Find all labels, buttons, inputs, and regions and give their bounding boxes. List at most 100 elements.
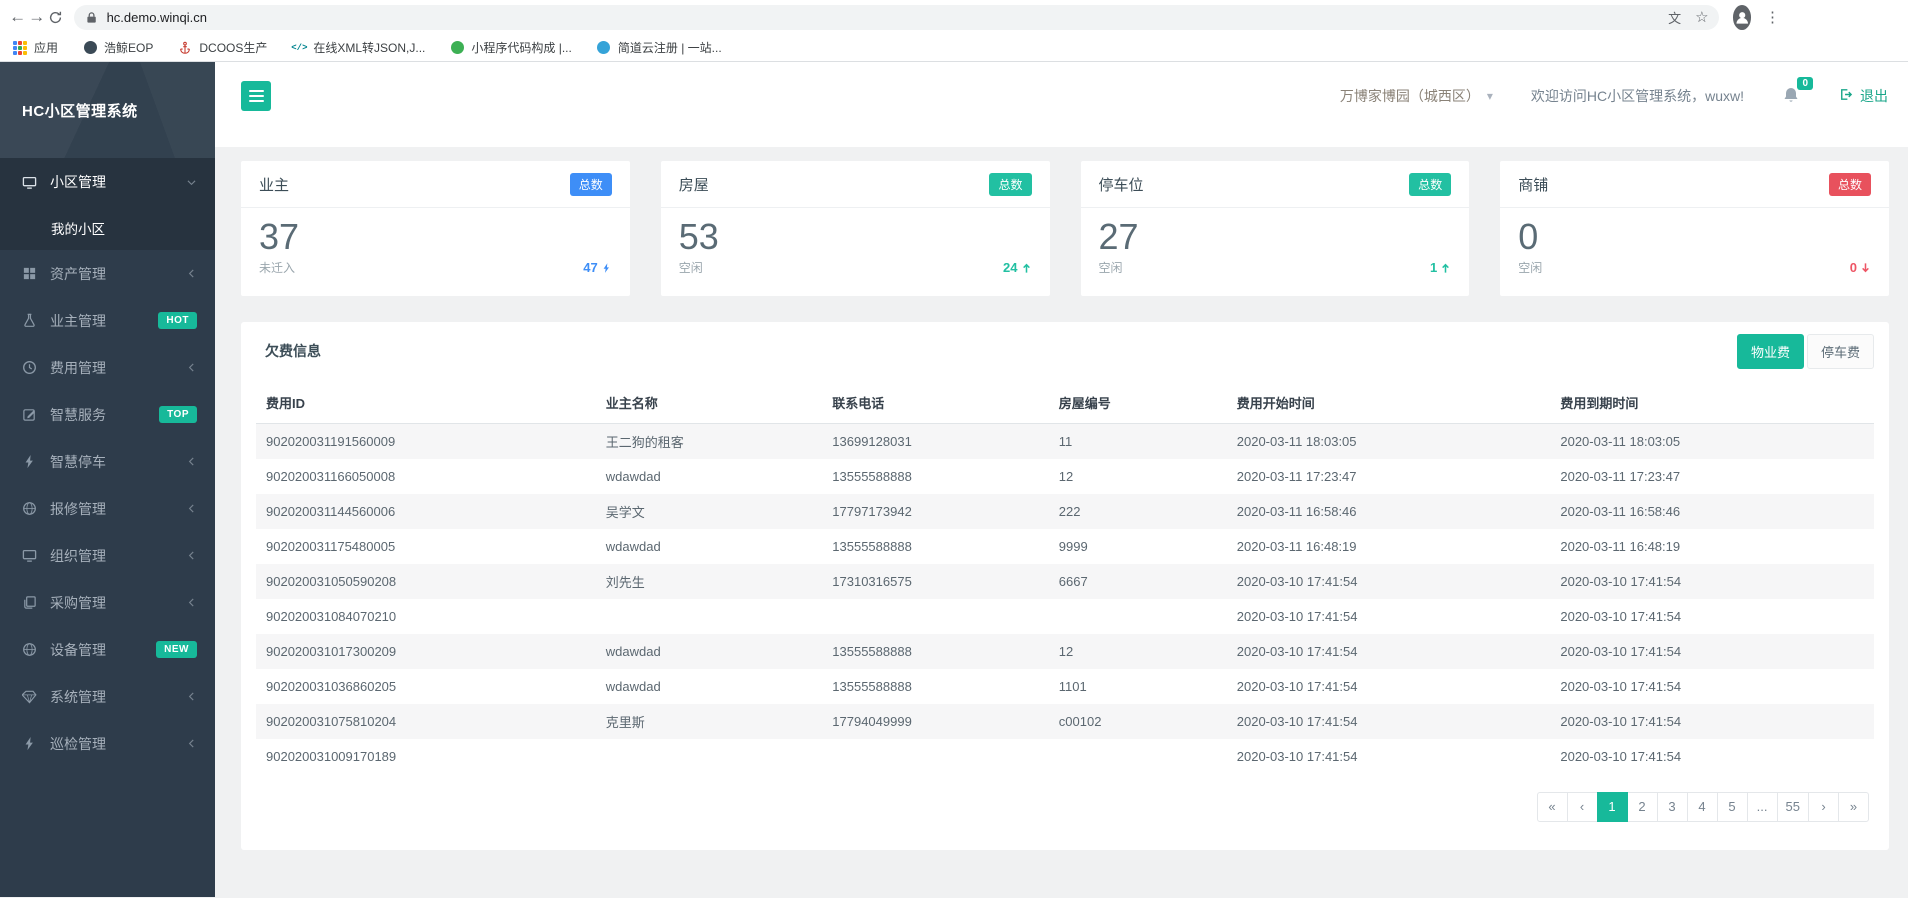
table-row: 902020031009170189 2020-03-10 17:41:54 202… [256, 739, 1874, 774]
card-title: 房屋 [678, 176, 709, 194]
arrow-up-icon [1440, 262, 1451, 274]
card-total-badge: 总数 [989, 172, 1032, 196]
page-button[interactable]: 2 [1626, 791, 1658, 822]
sidebar-item-owner[interactable]: 业主管理 HOT [0, 297, 215, 344]
logout-label: 退出 [1860, 87, 1888, 104]
sidebar-item-label: 系统管理 [50, 688, 106, 705]
table-cell: 刘先生 [605, 574, 645, 590]
table-cell: 2020-03-10 17:41:54 [1236, 678, 1358, 694]
page-button[interactable]: ‹ [1566, 791, 1598, 822]
card-sub-label: 未迁入 [259, 261, 296, 276]
bookmark-jiandaoyun[interactable]: 简道云注册 | 一站... [596, 39, 722, 56]
chevron-left-icon [186, 503, 197, 514]
table-cell: 902020031191560009 [266, 433, 396, 449]
chevron-down-icon: ▾ [1486, 88, 1493, 103]
table-row: 902020031144560006 吴学文 17797173942 222 2020-… [256, 493, 1874, 529]
stat-cards: 业主 总数 37 未迁入 47 房屋 总数 53 空闲 24 停车位 总数 27 空闲 1 商铺 总数 0 空闲 0 [241, 161, 1889, 296]
sidebar-subitem-my-community[interactable]: 我的小区 [51, 222, 105, 237]
page-button[interactable]: 55 [1776, 791, 1809, 822]
page-button[interactable]: « [1536, 791, 1568, 822]
table-cell: 902020031036860205 [266, 678, 397, 694]
card-title: 商铺 [1518, 176, 1549, 194]
table-cell [822, 739, 1049, 774]
chevron-left-icon [186, 597, 197, 608]
logout-button[interactable]: 退出 [1838, 86, 1888, 106]
sidebar-item-system[interactable]: 系统管理 [0, 673, 215, 720]
sidebar-item-label: 智慧停车 [50, 453, 106, 470]
table-cell: 902020031017300209 [266, 643, 397, 659]
table-cell: 2020-03-10 17:41:54 [1236, 748, 1358, 764]
browser-toolbar: ← → hc.demo.winqi.cn 文 ☆ ⋮ [0, 0, 1908, 34]
column-header: 费用到期时间 [1550, 382, 1874, 424]
table-cell: 2020-03-11 16:58:46 [1560, 503, 1681, 519]
sidebar-item-community[interactable]: 小区管理 [0, 158, 215, 206]
sidebar-item-repair[interactable]: 报修管理 [0, 485, 215, 532]
sidebar-item-inspection[interactable]: 巡检管理 [0, 720, 215, 767]
sidebar-item-organization[interactable]: 组织管理 [0, 532, 215, 579]
page-button[interactable]: 4 [1686, 791, 1718, 822]
sidebar-item-label: 采购管理 [50, 594, 106, 611]
sidebar-item-smart-parking[interactable]: 智慧停车 [0, 438, 215, 485]
bolt-icon [22, 736, 37, 751]
notifications-button[interactable]: 0 [1782, 76, 1813, 106]
sidebar-item-smart-service[interactable]: 智慧服务 TOP [0, 391, 215, 438]
table-cell: 902020031009170189 [266, 748, 397, 764]
table-cell [596, 599, 823, 634]
sidebar-toggle-button[interactable] [241, 80, 271, 111]
refresh-icon[interactable] [46, 4, 65, 30]
page-button[interactable]: » [1838, 791, 1869, 822]
page-button[interactable]: 3 [1656, 791, 1688, 822]
globe-icon [22, 642, 37, 657]
table-cell: 13555588888 [832, 468, 912, 484]
bookmark-apps[interactable]: 应用 [12, 39, 58, 56]
bolt-icon [22, 454, 37, 469]
table-cell: 2020-03-10 17:41:54 [1560, 713, 1682, 729]
bookmark-haojing-eop[interactable]: 浩鲸EOP [82, 39, 153, 56]
forward-icon[interactable]: → [28, 7, 46, 26]
bookmark-dcoos[interactable]: DCOOS生产 [177, 39, 267, 56]
table-cell: 2020-03-11 16:48:19 [1236, 538, 1357, 554]
logout-icon [1838, 87, 1853, 105]
community-selector[interactable]: 万博家博园（城西区） ▾ [1340, 86, 1493, 106]
table-cell: 11 [1058, 433, 1073, 449]
stat-card-houses: 房屋 总数 53 空闲 24 [660, 161, 1050, 296]
table-cell: wdawdad [605, 538, 661, 554]
translate-icon[interactable]: 文 [1668, 10, 1682, 26]
sidebar-item-procurement[interactable]: 采购管理 [0, 579, 215, 626]
gem-icon [22, 689, 37, 704]
bookmark-label: 小程序代码构成 |... [471, 41, 572, 55]
url-text: hc.demo.winqi.cn [106, 9, 208, 25]
page-button[interactable]: › [1808, 791, 1839, 822]
table-cell: 17794049999 [832, 713, 912, 729]
card-trend-number: 24 [1003, 260, 1018, 276]
address-bar[interactable]: hc.demo.winqi.cn 文 ☆ [73, 4, 1719, 30]
page-button[interactable]: ... [1746, 791, 1778, 822]
bookmark-miniprogram[interactable]: 小程序代码构成 |... [449, 39, 572, 56]
card-title: 停车位 [1098, 176, 1144, 194]
back-icon[interactable]: ← [9, 7, 27, 26]
bookmark-xml2json[interactable]: </> 在线XML转JSON,J... [291, 39, 425, 56]
browser-menu-icon[interactable]: ⋮ [1765, 9, 1781, 26]
table-cell: 2020-03-10 17:41:54 [1236, 643, 1358, 659]
page-button[interactable]: 5 [1716, 791, 1748, 822]
chevron-left-icon [186, 362, 197, 373]
green-dot-icon [449, 40, 465, 56]
sidebar-badge: HOT [158, 312, 197, 329]
bookmark-star-icon[interactable]: ☆ [1695, 9, 1709, 26]
table-row: 902020031050590208 刘先生 17310316575 6667 2020… [256, 563, 1874, 599]
table-cell: 13555588888 [832, 643, 912, 659]
stat-card-parking: 停车位 总数 27 空闲 1 [1080, 161, 1470, 296]
table-cell: 王二狗的租客 [605, 434, 684, 450]
page-button[interactable]: 1 [1596, 791, 1628, 822]
table-cell: 13555588888 [832, 538, 912, 554]
sidebar-item-asset[interactable]: 资产管理 [0, 250, 215, 297]
sidebar-item-equipment[interactable]: 设备管理 NEW [0, 626, 215, 673]
welcome-text: 欢迎访问HC小区管理系统，wuxw! [1530, 87, 1744, 104]
profile-avatar[interactable] [1732, 4, 1752, 30]
card-total-badge: 总数 [1409, 172, 1452, 196]
fee-type-button-parking-fee[interactable]: 停车费 [1806, 333, 1874, 369]
flask-icon [22, 313, 37, 328]
sidebar-item-fee[interactable]: 费用管理 [0, 344, 215, 391]
table-cell: 13699128031 [832, 433, 912, 449]
fee-type-button-property-fee[interactable]: 物业费 [1736, 333, 1804, 369]
